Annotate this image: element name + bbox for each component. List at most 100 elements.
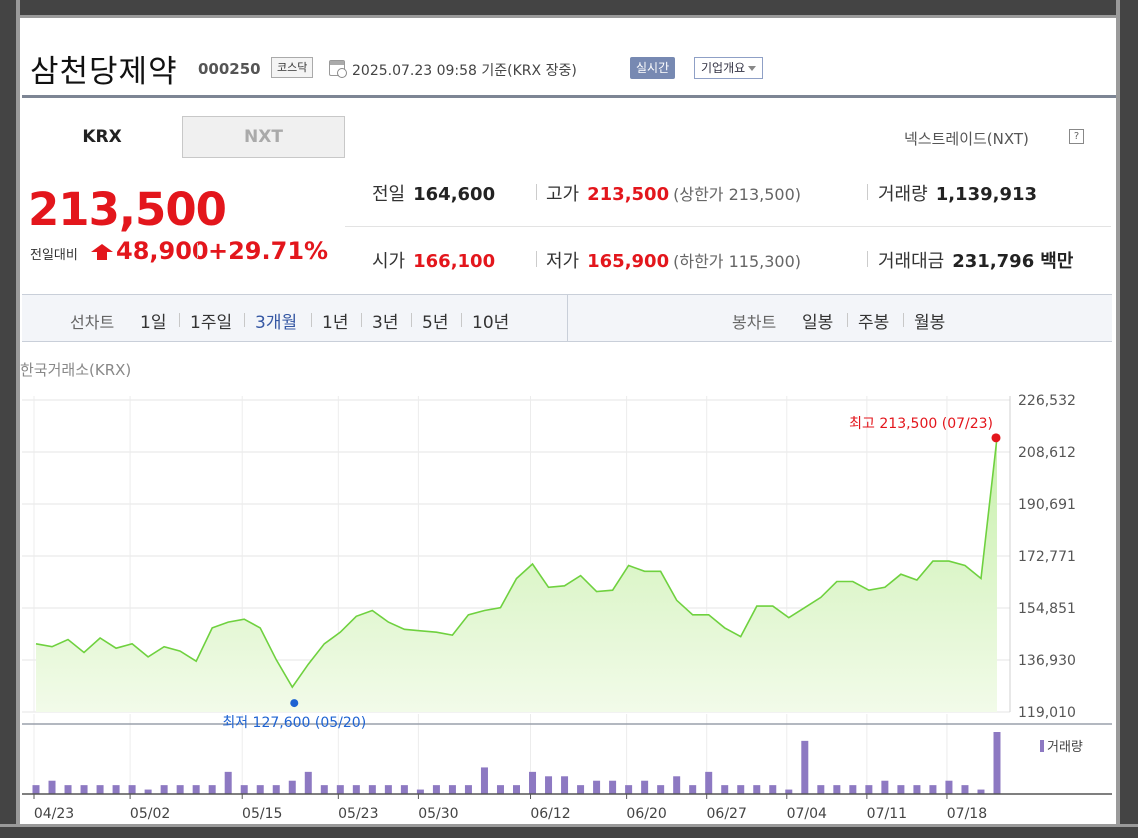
volume-bar <box>496 785 504 794</box>
volume-bar <box>96 785 104 794</box>
quote-value: 164,600 <box>413 184 496 205</box>
current-price: 213,500 <box>28 183 227 236</box>
min-label: 최저 127,600 (05/20) <box>222 715 366 731</box>
volume-bar <box>128 785 136 794</box>
quote-value: 231,796 <box>952 251 1035 272</box>
candle-daily[interactable]: 일봉 <box>802 313 834 333</box>
divider <box>197 243 198 258</box>
caret-down-icon <box>748 66 757 71</box>
x-tick-label: 06/12 <box>530 806 570 822</box>
volume-bar <box>785 789 793 794</box>
volume-bar <box>320 785 328 794</box>
x-tick-label: 04/23 <box>34 806 74 822</box>
max-label: 최고 213,500 (07/23) <box>849 416 993 432</box>
volume-bar <box>545 776 553 794</box>
volume-bar <box>753 785 761 794</box>
help-icon[interactable]: ? <box>1069 129 1084 144</box>
quote-sub: (상한가 213,500) <box>673 185 802 204</box>
quote-label: 거래대금 <box>878 251 945 272</box>
range-3y[interactable]: 3년 <box>372 313 399 333</box>
quote-value: 213,500 <box>587 184 670 205</box>
volume-bar <box>945 780 953 794</box>
divider <box>903 313 904 327</box>
market-badge: 코스닥 <box>271 57 314 78</box>
range-1w[interactable]: 1주일 <box>190 313 233 333</box>
quote-label: 거래량 <box>878 184 928 205</box>
price-up-arrow-icon <box>91 244 113 260</box>
divider <box>461 313 462 327</box>
volume-bar <box>593 780 601 794</box>
volume-bar <box>817 785 825 794</box>
x-tick-label: 05/30 <box>418 806 458 822</box>
volume-bar <box>705 771 713 794</box>
range-1y[interactable]: 1년 <box>322 313 349 333</box>
realtime-button[interactable]: 실시간 <box>630 57 676 79</box>
volume-bar <box>833 785 841 794</box>
range-1d[interactable]: 1일 <box>140 313 167 333</box>
range-10y[interactable]: 10년 <box>472 313 510 333</box>
range-5y[interactable]: 5년 <box>422 313 449 333</box>
volume-bar <box>737 785 745 794</box>
tab-nxt[interactable]: NXT <box>182 116 345 158</box>
volume-bar <box>272 785 280 794</box>
y-tick-label: 190,691 <box>1018 497 1076 513</box>
volume-bar <box>577 785 585 794</box>
volume-bar <box>881 780 889 794</box>
x-tick-label: 06/20 <box>626 806 666 822</box>
volume-bar <box>432 785 440 794</box>
window-border-left <box>0 0 20 838</box>
tab-krx[interactable]: KRX <box>22 116 182 158</box>
chart-source-label: 한국거래소(KRX) <box>20 361 131 379</box>
range-3m[interactable]: 3개월 <box>255 313 298 333</box>
quote-amount: 거래대금 231,796 백만 <box>878 247 1073 273</box>
volume-bar <box>609 780 617 794</box>
quote-row-divider <box>345 226 1111 227</box>
volume-legend-swatch <box>1040 740 1044 752</box>
divider <box>311 313 312 327</box>
window-border-right <box>1116 0 1138 838</box>
candle-weekly[interactable]: 주봉 <box>858 313 890 333</box>
quote-value: 165,900 <box>587 251 670 272</box>
min-marker <box>290 699 299 708</box>
volume-bar <box>144 789 152 794</box>
quote-timestamp: 2025.07.23 09:58 기준(KRX 장중) <box>352 63 577 79</box>
volume-bar <box>160 785 168 794</box>
volume-bar <box>769 785 777 794</box>
volume-bar <box>336 785 344 794</box>
volume-bar <box>849 785 857 794</box>
volume-bar <box>657 785 665 794</box>
volume-bar <box>448 785 456 794</box>
stock-name: 삼천당제약 <box>30 54 178 90</box>
volume-bar <box>80 785 88 794</box>
y-tick-label: 172,771 <box>1018 549 1076 565</box>
volume-bar <box>352 785 360 794</box>
x-tick-label: 07/11 <box>867 806 907 822</box>
candle-monthly[interactable]: 월봉 <box>914 313 946 333</box>
window-border-top <box>0 0 1138 18</box>
volume-bar <box>304 771 312 794</box>
volume-bar <box>176 785 184 794</box>
company-info-dropdown[interactable]: 기업개요 <box>694 57 764 79</box>
quote-sub: (하한가 115,300) <box>673 252 802 271</box>
volume-bar <box>288 780 296 794</box>
volume-bar <box>240 785 248 794</box>
divider <box>411 313 412 327</box>
chart-range-bar: 선차트 1일 1주일 3개월 1년 3년 5년 10년 봉차트 일봉 주봉 월봉 <box>22 294 1112 342</box>
change-label: 전일대비 <box>30 248 78 263</box>
divider <box>847 313 848 327</box>
volume-bar <box>32 785 40 794</box>
divider <box>867 251 868 267</box>
quote-label: 전일 <box>372 184 406 205</box>
price-area <box>36 437 997 712</box>
volume-bar <box>368 785 376 794</box>
divider <box>361 313 362 327</box>
divider <box>867 184 868 200</box>
price-line <box>35 437 998 689</box>
volume-bar <box>400 785 408 794</box>
line-chart-label: 선차트 <box>70 313 115 332</box>
y-tick-label: 154,851 <box>1018 601 1076 617</box>
nxt-link[interactable]: 넥스트레이드(NXT) <box>904 130 1029 148</box>
candle-chart-label: 봉차트 <box>732 313 777 332</box>
change-amount: 48,900 <box>116 237 209 265</box>
